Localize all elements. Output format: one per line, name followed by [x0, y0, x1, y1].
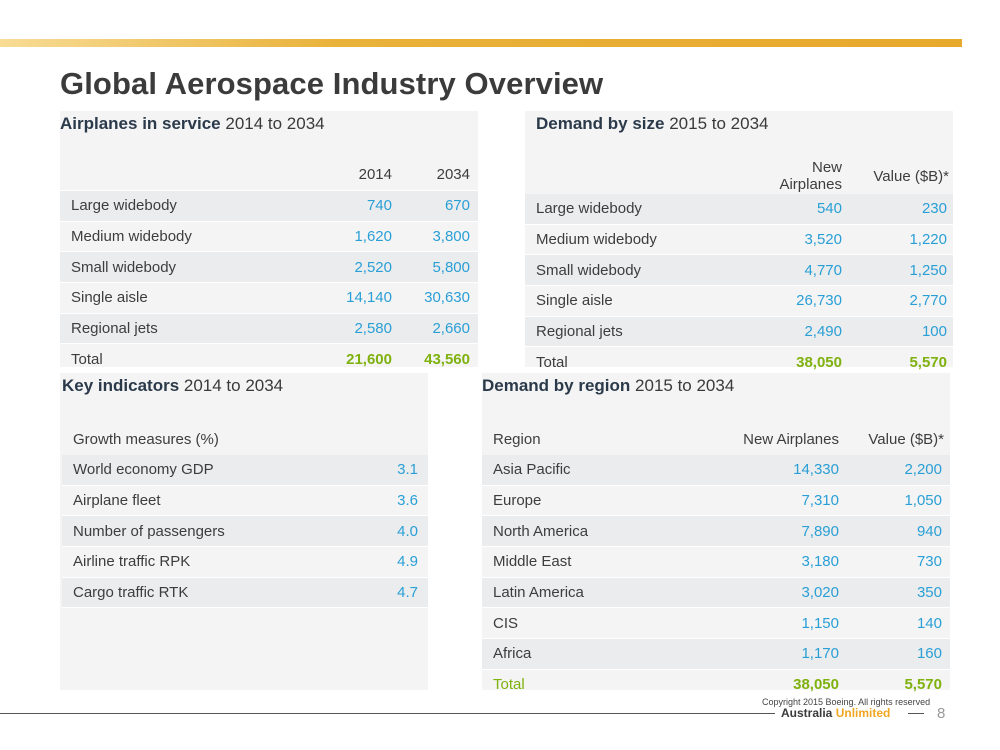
column-header: 2014 [358, 165, 392, 183]
table-row: North America 7,890 940 [482, 515, 950, 548]
column-header: Value ($B)* [868, 430, 944, 448]
column-header: New Airplanes [743, 430, 839, 448]
table-row: Airplane fleet 3.6 [62, 485, 428, 517]
table-row: Middle East 3,180 730 [482, 546, 950, 578]
airplanes-in-service-table: 2014 2034 Large widebody 740 670 Medium wi… [60, 158, 478, 376]
table-row: Large widebody 740 670 [60, 190, 478, 222]
page-number: 8 [937, 705, 946, 722]
table-row: Africa 1,170 160 [482, 638, 950, 670]
panel-title: Airplanes in service 2014 to 2034 [60, 114, 325, 133]
column-header: 2034 [436, 165, 470, 183]
footer-divider [0, 713, 775, 714]
table-row: Regional jets 2,580 2,660 [60, 313, 478, 345]
table-row: Large widebody 540 230 [525, 194, 953, 225]
demand-by-region-panel: Demand by region 2015 to 2034 Region New… [482, 373, 950, 701]
table-row: Number of passengers 4.0 [62, 515, 428, 548]
column-header: New Airplanes [779, 159, 842, 193]
footer-divider-right [908, 713, 924, 714]
page-title: Global Aerospace Industry Overview [60, 66, 604, 101]
table-row: Asia Pacific 14,330 2,200 [482, 455, 950, 486]
demand-by-region-table: Region New Airplanes Value ($B)* Asia Pa… [482, 423, 950, 701]
table-row: Medium widebody 3,520 1,220 [525, 224, 953, 256]
table-row: Regional jets 2,490 100 [525, 316, 953, 348]
panel-title: Demand by region 2015 to 2034 [482, 376, 735, 395]
table-row: Small widebody 4,770 1,250 [525, 254, 953, 287]
table-header: 2014 2034 [60, 158, 478, 191]
table-row: Medium widebody 1,620 3,800 [60, 221, 478, 253]
key-indicators-table: Growth measures (%) World economy GDP 3.1… [62, 423, 428, 609]
table-row: Latin America 3,020 350 [482, 577, 950, 609]
table-row: Airline traffic RPK 4.9 [62, 546, 428, 578]
panel-title: Key indicators 2014 to 2034 [62, 376, 284, 395]
panel-title: Demand by size 2015 to 2034 [536, 114, 769, 133]
demand-by-size-table: New Airplanes Value ($B)* Large widebody… [525, 158, 953, 379]
airplanes-in-service-panel: Airplanes in service 2014 to 2034 2014 2… [60, 111, 478, 376]
column-header: Value ($B)* [873, 167, 949, 185]
table-row: Small widebody 2,520 5,800 [60, 251, 478, 284]
table-row: Cargo traffic RTK 4.7 [62, 577, 428, 609]
table-row: Single aisle 26,730 2,770 [525, 285, 953, 317]
copyright-text: Copyright 2015 Boeing. All rights reserv… [762, 697, 931, 707]
total-row: Total 21,600 43,560 [60, 343, 478, 376]
table-row: CIS 1,150 140 [482, 607, 950, 640]
key-indicators-panel: Key indicators 2014 to 2034 Growth measu… [60, 373, 428, 690]
table-row: Single aisle 14,140 30,630 [60, 282, 478, 314]
brand-logo-text: Australia Unlimited [781, 706, 891, 720]
table-row: World economy GDP 3.1 [62, 455, 428, 486]
table-header: Growth measures (%) [73, 430, 219, 448]
table-header: Region New Airplanes Value ($B)* [482, 423, 950, 455]
total-row: Total 38,050 5,570 [482, 669, 950, 701]
table-row: Europe 7,310 1,050 [482, 485, 950, 517]
top-accent-bar [0, 39, 962, 47]
table-header: New Airplanes Value ($B)* [525, 158, 953, 194]
demand-by-size-panel: Demand by size 2015 to 2034 New Airplane… [525, 111, 953, 379]
